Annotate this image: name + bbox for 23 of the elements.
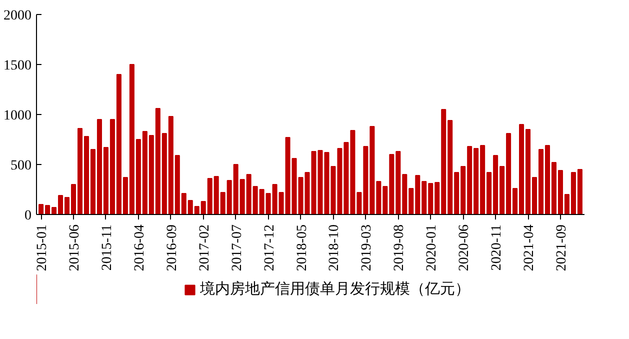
x-tick-label: 2020-01 [424, 224, 440, 272]
y-tick-label: 1000 [4, 108, 32, 124]
x-tick-label: 2017-02 [197, 224, 212, 272]
y-tick-label: 1500 [4, 58, 32, 74]
x-tick-label: 2016-09 [164, 224, 180, 272]
legend-label: 境内房地产信用债单月发行规模（亿元） [200, 280, 470, 298]
x-tick-label: 2019-08 [392, 224, 408, 272]
y-tick-label: 0 [24, 208, 32, 224]
x-tick-label: 2018-10 [327, 224, 342, 272]
x-tick-label: 2017-07 [230, 224, 245, 272]
y-tick-label: 500 [10, 158, 32, 174]
x-tick-label: 2018-05 [294, 224, 310, 272]
x-tick-label: 2017-12 [262, 224, 278, 272]
x-tick-label: 2016-04 [132, 224, 148, 272]
x-tick-label: 2015-01 [35, 224, 50, 272]
x-tick-label: 2015-06 [68, 224, 83, 272]
x-tick-label: 2021-09 [554, 224, 570, 272]
x-tick-label: 2020-11 [490, 224, 505, 271]
x-tick-label: 2019-03 [360, 224, 375, 272]
x-tick-label: 2021-04 [522, 224, 538, 272]
y-tick-label: 2000 [4, 8, 32, 24]
x-tick-label: 2015-11 [100, 224, 115, 271]
x-tick-label: 2020-06 [457, 224, 472, 272]
